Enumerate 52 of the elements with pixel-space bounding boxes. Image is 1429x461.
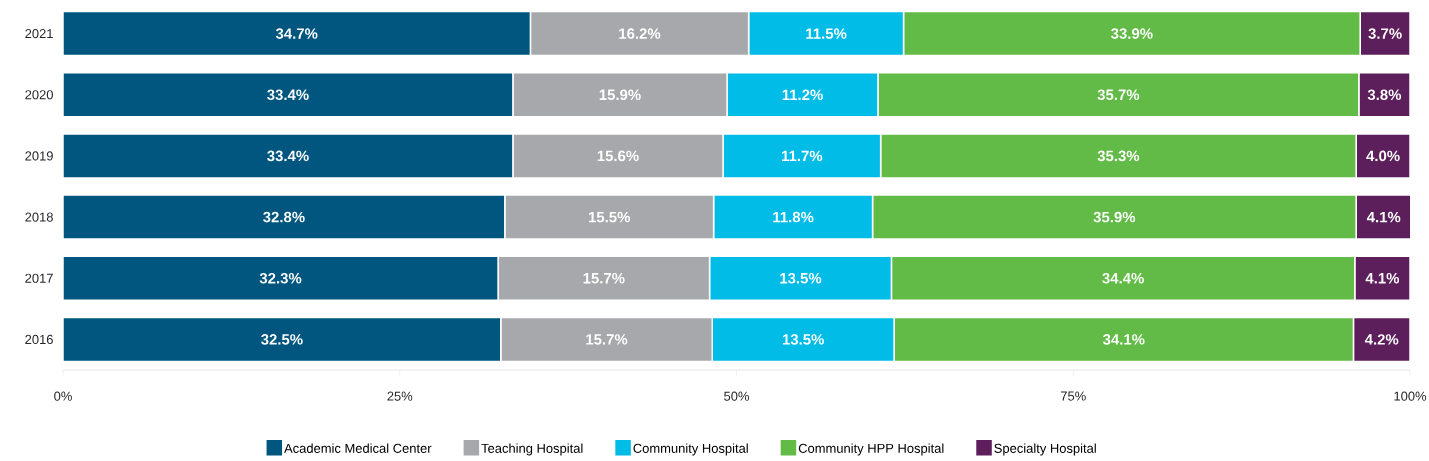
data-label: 3.7% — [1368, 28, 1402, 39]
data-label: 15.7% — [583, 272, 625, 284]
data-label: 34.1% — [1102, 334, 1145, 345]
y-tick-label: 2021 — [25, 29, 53, 39]
legend-label: Community Hospital — [633, 443, 748, 456]
data-label: 32.3% — [259, 272, 302, 284]
x-tick-label: 25% — [387, 391, 413, 401]
bar — [63, 316, 502, 363]
x-tick-label: 50% — [724, 391, 750, 401]
x-tick-label: 75% — [1060, 391, 1086, 401]
bar — [63, 72, 514, 118]
data-label: 11.8% — [773, 211, 814, 223]
x-tick-label: 100% — [1394, 391, 1427, 401]
y-tick-label: 2020 — [25, 90, 53, 100]
data-label: 33.4% — [267, 89, 309, 101]
data-label: 13.5% — [782, 334, 824, 345]
data-label: 4.1% — [1366, 211, 1401, 223]
legend-label: Specialty Hospital — [994, 443, 1096, 456]
data-label: 15.7% — [586, 334, 628, 345]
data-label: 15.6% — [597, 150, 639, 162]
data-label: 4.0% — [1366, 150, 1400, 162]
y-tick-label: 2016 — [25, 334, 53, 345]
data-label: 11.7% — [782, 150, 823, 162]
data-label: 15.5% — [588, 211, 630, 223]
data-label: 16.2% — [619, 28, 661, 39]
x-tick-label: 0% — [54, 391, 72, 401]
data-label: 35.3% — [1097, 150, 1140, 162]
data-label: 32.8% — [263, 211, 305, 223]
y-tick-label: 2019 — [25, 151, 53, 161]
data-label: 32.5% — [261, 334, 303, 345]
legend-label: Community HPP Hospital — [798, 443, 944, 456]
data-label: 33.9% — [1111, 28, 1153, 39]
legend-label: Teaching Hospital — [481, 443, 583, 456]
data-label: 11.2% — [782, 89, 823, 101]
data-label: 33.4% — [267, 150, 309, 162]
y-tick-label: 2018 — [25, 212, 53, 222]
data-label: 34.7% — [275, 28, 318, 39]
bar — [63, 194, 506, 240]
data-label: 13.5% — [780, 272, 822, 284]
data-label: 35.9% — [1093, 211, 1136, 223]
data-label: 34.4% — [1102, 272, 1144, 284]
bar — [63, 255, 499, 301]
data-label: 15.9% — [599, 89, 641, 101]
bar — [63, 133, 514, 179]
data-label: 4.1% — [1365, 273, 1400, 284]
y-tick-label: 2017 — [25, 273, 53, 283]
bar — [63, 10, 532, 57]
data-label: 3.8% — [1367, 89, 1402, 101]
data-label: 11.5% — [806, 28, 847, 39]
data-label: 4.2% — [1364, 334, 1399, 345]
data-label: 35.7% — [1097, 89, 1140, 101]
legend-label: Academic Medical Center — [284, 443, 432, 453]
